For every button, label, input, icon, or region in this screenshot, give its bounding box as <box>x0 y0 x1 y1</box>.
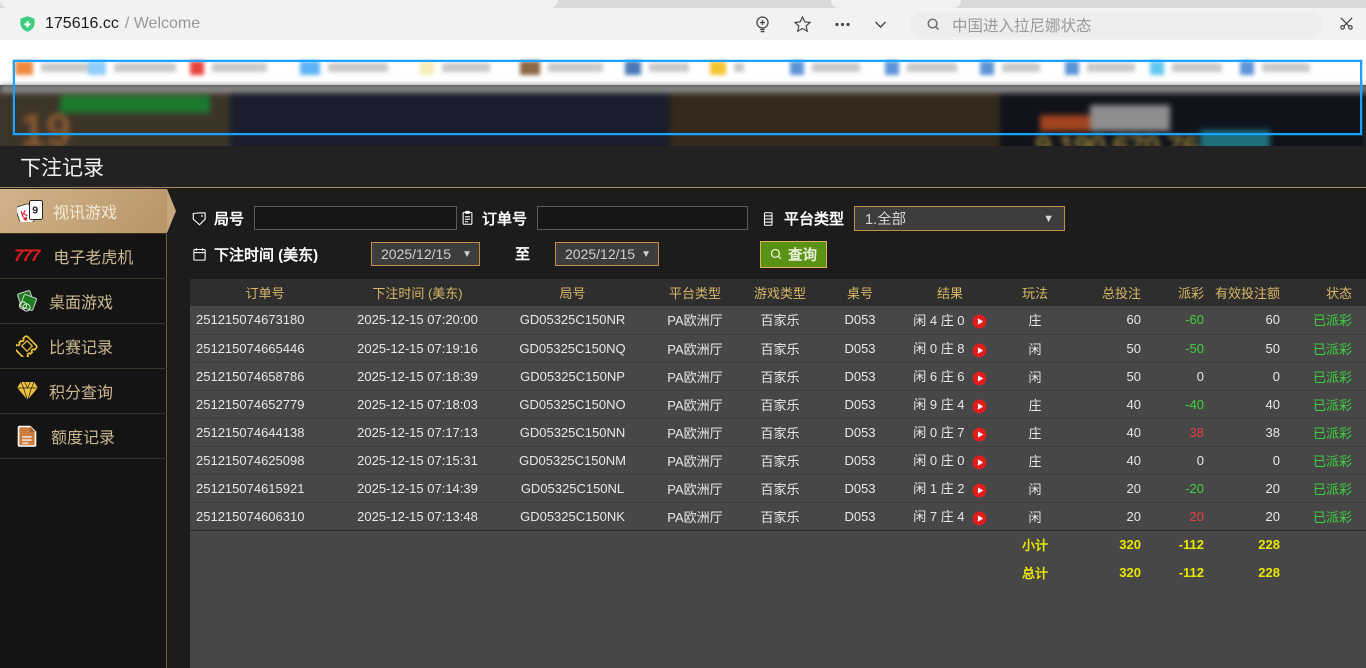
svg-text:9: 9 <box>32 205 38 217</box>
